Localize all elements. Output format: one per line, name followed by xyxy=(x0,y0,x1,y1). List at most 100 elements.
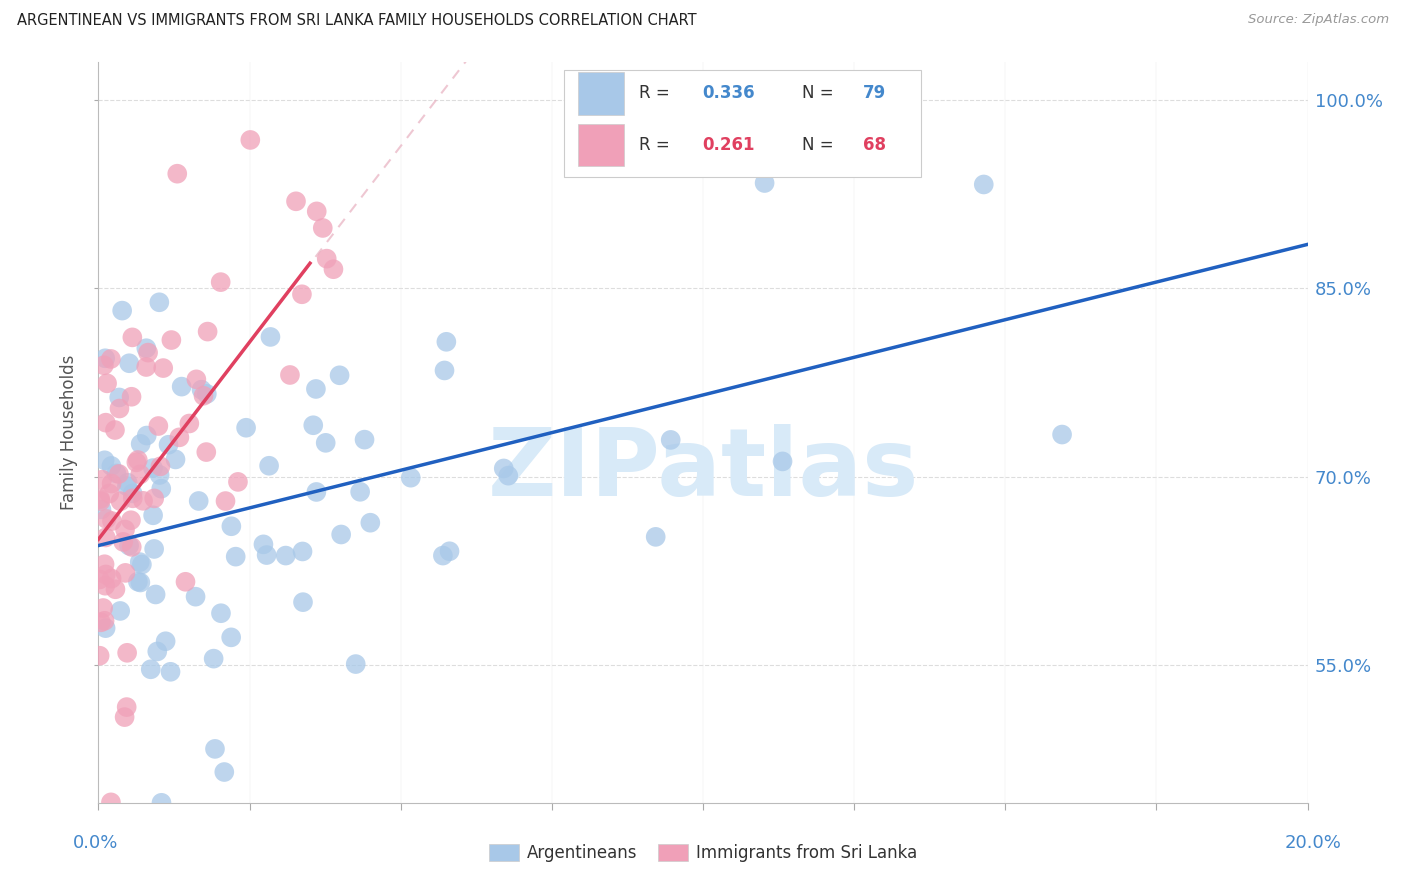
Point xyxy=(399,471,422,485)
Point xyxy=(252,537,274,551)
Point xyxy=(159,665,181,679)
Text: 0.261: 0.261 xyxy=(702,136,754,154)
Point xyxy=(353,433,375,447)
Text: ARGENTINEAN VS IMMIGRANTS FROM SRI LANKA FAMILY HOUSEHOLDS CORRELATION CHART: ARGENTINEAN VS IMMIGRANTS FROM SRI LANKA… xyxy=(17,13,696,29)
Point xyxy=(108,401,131,416)
Point xyxy=(115,479,138,493)
Point xyxy=(315,435,337,450)
Point xyxy=(315,252,337,266)
Point xyxy=(145,587,167,601)
Legend: Argentineans, Immigrants from Sri Lanka: Argentineans, Immigrants from Sri Lanka xyxy=(482,837,924,869)
Point xyxy=(94,351,117,366)
Point xyxy=(225,549,247,564)
Point xyxy=(93,453,115,467)
Text: 0.336: 0.336 xyxy=(702,85,755,103)
Point xyxy=(149,459,172,474)
Text: ZIPatlas: ZIPatlas xyxy=(488,424,918,516)
Point xyxy=(110,494,132,508)
Point xyxy=(155,634,177,648)
Point xyxy=(114,710,136,724)
Point xyxy=(195,445,218,459)
Point xyxy=(94,531,117,545)
Text: Source: ZipAtlas.com: Source: ZipAtlas.com xyxy=(1249,13,1389,27)
Point xyxy=(108,467,131,481)
Point xyxy=(114,523,136,537)
Point xyxy=(659,433,682,447)
Text: 79: 79 xyxy=(863,85,886,103)
Point xyxy=(108,391,131,405)
Point xyxy=(142,461,165,475)
Point xyxy=(257,458,280,473)
Point xyxy=(100,458,122,473)
Point xyxy=(105,467,128,481)
Point xyxy=(152,361,174,376)
Point xyxy=(170,379,193,393)
Point xyxy=(179,417,201,431)
Point xyxy=(127,453,149,467)
Point xyxy=(204,742,226,756)
Point xyxy=(91,473,114,487)
Point xyxy=(322,262,344,277)
Point xyxy=(143,541,166,556)
Point xyxy=(100,572,122,586)
Point xyxy=(312,221,335,235)
Point xyxy=(148,295,170,310)
Point xyxy=(118,539,141,553)
Point xyxy=(193,389,215,403)
Point xyxy=(90,615,112,630)
Point xyxy=(136,345,159,359)
Point xyxy=(129,437,152,451)
Point xyxy=(221,519,243,533)
Point xyxy=(93,614,115,628)
Point xyxy=(90,502,112,516)
Point xyxy=(235,421,257,435)
Point xyxy=(115,646,138,660)
Point xyxy=(344,657,367,671)
Point xyxy=(132,493,155,508)
Point xyxy=(973,178,995,192)
Point xyxy=(108,604,131,618)
Point xyxy=(121,390,143,404)
Point xyxy=(772,454,794,468)
Point xyxy=(150,482,173,496)
Point xyxy=(434,334,457,349)
Point xyxy=(89,573,111,587)
Point xyxy=(111,303,134,318)
Point xyxy=(219,631,242,645)
Point xyxy=(104,423,127,437)
Point xyxy=(100,796,122,810)
Point xyxy=(146,644,169,658)
Point xyxy=(157,438,180,452)
Point xyxy=(150,796,173,810)
Point xyxy=(127,574,149,589)
Point xyxy=(101,514,124,528)
Point xyxy=(129,575,152,590)
Point xyxy=(149,467,172,482)
Point xyxy=(305,485,328,500)
Point xyxy=(112,534,135,549)
Text: 68: 68 xyxy=(863,136,886,154)
Text: R =: R = xyxy=(638,136,675,154)
Point xyxy=(349,484,371,499)
Point xyxy=(93,359,115,373)
Point xyxy=(190,383,212,397)
Point xyxy=(197,325,219,339)
Point xyxy=(96,512,118,526)
Point xyxy=(100,351,122,366)
Point xyxy=(89,491,111,506)
Point xyxy=(96,376,118,391)
Point xyxy=(98,486,121,500)
Point xyxy=(274,549,297,563)
Text: 0.0%: 0.0% xyxy=(73,834,118,852)
Point xyxy=(91,601,114,615)
Point xyxy=(169,430,191,444)
FancyBboxPatch shape xyxy=(578,123,624,167)
Point xyxy=(121,540,143,554)
Point xyxy=(305,382,328,396)
Point xyxy=(285,194,308,209)
Point xyxy=(121,491,143,506)
Point xyxy=(93,558,115,572)
Point xyxy=(305,204,328,219)
Point xyxy=(1050,427,1073,442)
Point xyxy=(131,558,153,572)
